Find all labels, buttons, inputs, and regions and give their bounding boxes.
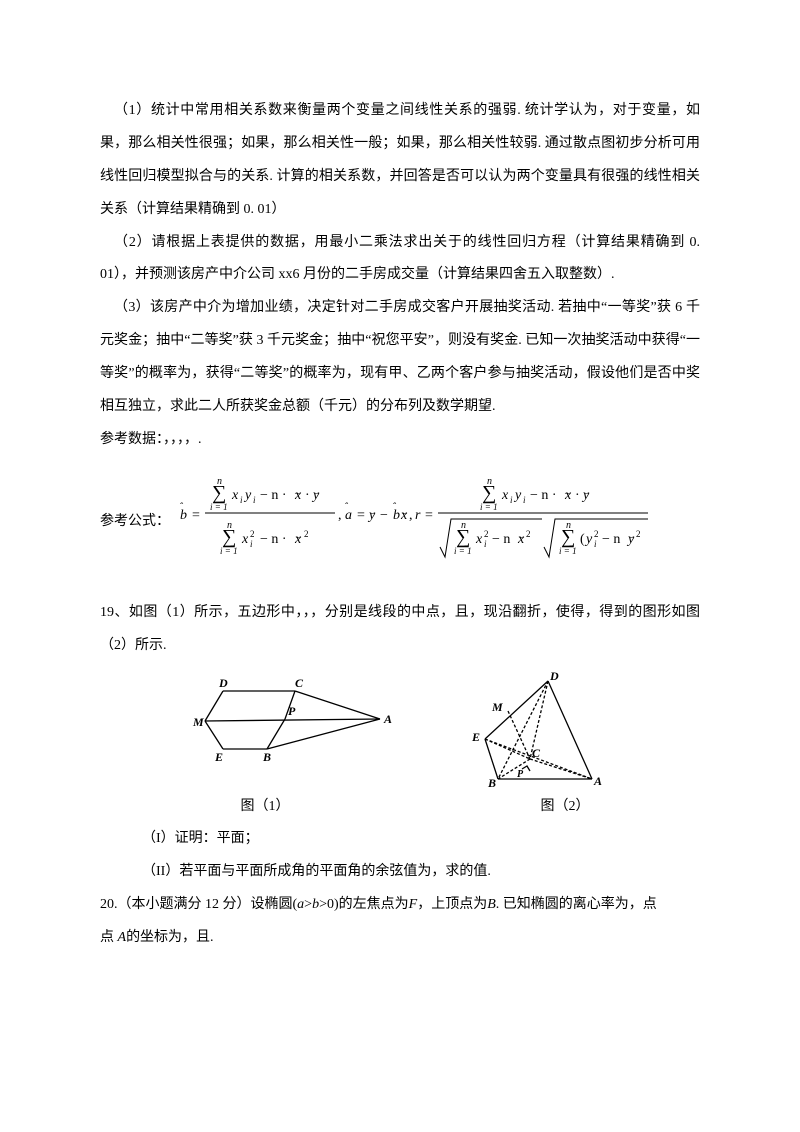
svg-text:x: x (294, 532, 302, 547)
figure-captions: 图（1） 图（2） (100, 791, 700, 824)
svg-text:2: 2 (304, 529, 309, 539)
svg-text:∑: ∑ (561, 526, 575, 548)
q19-part2: （II）若平面与平面所成角的平面角的余弦值为，求的值. (100, 856, 700, 889)
svg-text:i: i (240, 495, 243, 505)
q18-part1: （1）统计中常用相关系数来衡量两个变量之间线性关系的强弱. 统计学认为，对于变量… (100, 95, 700, 227)
q20-line1: 20.（本小题满分 12 分）设椭圆(a>b>0)的左焦点为F，上顶点为B. 已… (100, 889, 700, 922)
svg-text:B: B (262, 750, 271, 764)
svg-text:,: , (338, 508, 342, 523)
svg-text:x: x (294, 488, 302, 503)
svg-text:=: = (192, 508, 200, 523)
svg-text:∑: ∑ (482, 482, 496, 504)
svg-text:x: x (564, 488, 572, 503)
svg-text:2: 2 (636, 529, 641, 539)
svg-text:i: i (510, 495, 513, 505)
svg-text:−: − (380, 508, 388, 523)
svg-text:− n ·: − n · (260, 532, 287, 547)
svg-text:=: = (425, 508, 433, 523)
svg-text:C: C (295, 676, 304, 690)
svg-text:x: x (400, 508, 408, 523)
svg-text:− n ·: − n · (530, 488, 557, 503)
q18-part3: （3）该房产中介为增加业绩，决定针对二手房成交客户开展抽奖活动. 若抽中“一等奖… (100, 292, 700, 424)
svg-text:∑: ∑ (456, 526, 470, 548)
svg-text:i: i (250, 539, 253, 549)
q20-line2: 点 A的坐标为，且. (100, 922, 700, 955)
svg-text:2: 2 (250, 529, 255, 539)
q20-var-f: F (409, 897, 418, 912)
svg-text:D: D (549, 671, 559, 683)
svg-text:2: 2 (484, 529, 489, 539)
svg-text:,: , (409, 508, 413, 523)
formula-label: 参考公式： (100, 506, 170, 569)
svg-text:i: i (523, 495, 526, 505)
q20-text-c: > (304, 897, 312, 912)
svg-text:y: y (584, 532, 593, 547)
spacer (100, 569, 700, 597)
svg-text:P: P (288, 704, 296, 718)
svg-text:i = 1: i = 1 (454, 546, 472, 556)
svg-text:y: y (581, 488, 590, 503)
svg-text:∑: ∑ (222, 526, 236, 548)
figure-1-svg: D C A M P E B (185, 671, 400, 771)
svg-text:r: r (415, 508, 421, 523)
exam-page: （1）统计中常用相关系数来衡量两个变量之间线性关系的强弱. 统计学认为，对于变量… (0, 0, 800, 1132)
svg-text:i = 1: i = 1 (210, 502, 228, 512)
q20-text-a: 20.（本小题满分 12 分）设椭圆( (100, 897, 297, 912)
figure-1-caption: 图（1） (100, 791, 430, 824)
q19-part1: （I）证明：平面； (100, 823, 700, 856)
svg-text:y: y (367, 508, 376, 523)
svg-text:y: y (626, 532, 635, 547)
q20-text-e: >0)的左焦点为 (319, 897, 409, 912)
figure-2-svg: D M E C B A P (450, 671, 615, 791)
svg-text:C: C (532, 746, 541, 760)
q20-text-cont: 点 (100, 930, 118, 945)
svg-text:− n: − n (492, 532, 510, 547)
svg-text:M: M (192, 715, 204, 729)
svg-text:− n ·: − n · (260, 488, 287, 503)
svg-text:x: x (501, 488, 509, 503)
q19-intro: 19、如图（1）所示，五边形中，，，分别是线段的中点，且，现沿翻折，使得，得到的… (100, 597, 700, 663)
svg-text:E: E (471, 730, 480, 744)
q18-reference-data: 参考数据：，，，，. (100, 424, 700, 457)
svg-text:2: 2 (526, 529, 531, 539)
svg-text:y: y (513, 488, 522, 503)
svg-text:i = 1: i = 1 (559, 546, 577, 556)
svg-text:(: ( (580, 532, 585, 547)
svg-text:2: 2 (594, 529, 599, 539)
svg-text:P: P (517, 769, 524, 780)
q20-text-g: ，上顶点为 (417, 897, 487, 912)
svg-text:− n: − n (602, 532, 620, 547)
svg-text:·: · (305, 488, 310, 503)
svg-text:M: M (491, 700, 503, 714)
q18-part2: （2）请根据上表提供的数据，用最小二乘法求出关于的线性回归方程（计算结果精确到 … (100, 227, 700, 293)
svg-text:x: x (241, 532, 249, 547)
svg-text:x: x (517, 532, 525, 547)
regression-formula-svg: b ˆ = n ∑ i = 1 x i y i − n · _ x · _ y (170, 457, 660, 569)
svg-text:=: = (357, 508, 365, 523)
svg-text:D: D (218, 676, 228, 690)
svg-text:y: y (243, 488, 252, 503)
svg-text:i = 1: i = 1 (480, 502, 498, 512)
q19-figures: D C A M P E B (100, 671, 700, 791)
svg-text:∑: ∑ (212, 482, 226, 504)
svg-text:i = 1: i = 1 (220, 546, 238, 556)
q18-reference-formula: 参考公式： b ˆ = n ∑ i = 1 x i y i − n · _ x (100, 457, 700, 569)
svg-text:E: E (214, 750, 223, 764)
svg-text:i: i (594, 539, 597, 549)
q20-text-b2: 的坐标为，且. (126, 930, 214, 945)
svg-text:x: x (475, 532, 483, 547)
q20-text-i: . 已知椭圆的离心率为，点 (496, 897, 657, 912)
svg-text:i: i (253, 495, 256, 505)
svg-text:y: y (311, 488, 320, 503)
figure-2-caption: 图（2） (430, 791, 700, 824)
svg-text:A: A (383, 712, 392, 726)
svg-text:·: · (575, 488, 580, 503)
q20-var-b2: B (487, 897, 496, 912)
svg-text:B: B (487, 776, 496, 790)
svg-text:x: x (231, 488, 239, 503)
svg-text:A: A (593, 774, 602, 788)
svg-text:i: i (484, 539, 487, 549)
q20-var-a2: A (118, 930, 127, 945)
